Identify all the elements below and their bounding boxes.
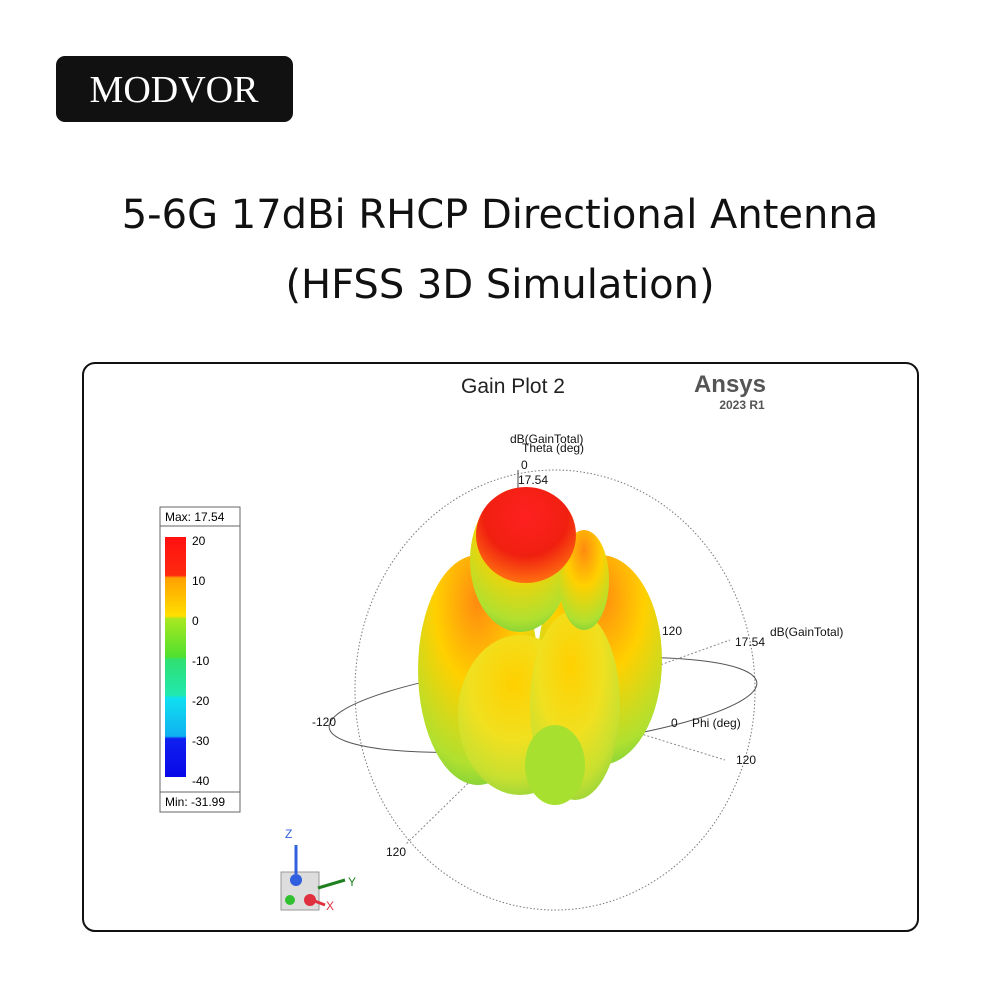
phi-max: 17.54 — [735, 635, 765, 649]
legend-max: Max: 17.54 — [165, 510, 225, 524]
brand-box — [56, 56, 293, 122]
theta-zero: 0 — [521, 458, 528, 472]
brand: MODVOR — [90, 69, 260, 111]
theta-quantity: dB(GainTotal) — [510, 432, 583, 446]
phi-angle: 120 — [662, 624, 682, 638]
plot-title: Gain Plot 2 — [461, 375, 565, 398]
theta-max: 17.54 — [518, 473, 548, 487]
legend-tick-label: -30 — [192, 734, 210, 748]
radiation-pattern — [418, 487, 662, 805]
theta-axis: Theta (deg) — [522, 441, 584, 455]
phi-angle: 120 — [736, 753, 756, 767]
legend-tick-label: 0 — [192, 614, 199, 628]
legend-tick-label: 10 — [192, 574, 206, 588]
axis-x: X — [326, 899, 334, 913]
phi-quantity: dB(GainTotal) — [770, 625, 843, 639]
phi-zero: 0 — [671, 716, 678, 730]
legend-min: Min: -31.99 — [165, 795, 225, 809]
legend-tick-label: -40 — [192, 774, 210, 788]
phi-angle: 120 — [386, 845, 406, 859]
axis-y: Y — [348, 875, 356, 889]
legend-tick-label: -20 — [192, 694, 210, 708]
axis-triad: Z Y X — [280, 827, 356, 913]
legend-tick-label: -10 — [192, 654, 210, 668]
title-line: (HFSS 3D Simulation) — [285, 262, 714, 308]
phi-axis: Phi (deg) — [692, 716, 741, 730]
phi-angle: -120 — [312, 715, 336, 729]
color-bar — [165, 537, 186, 777]
vendor: Ansys — [694, 371, 766, 398]
version: 2023 R1 — [719, 398, 765, 412]
legend-tick-label: 20 — [192, 534, 206, 548]
title-line: 5-6G 17dBi RHCP Directional Antenna — [122, 192, 879, 238]
axis-z: Z — [285, 827, 292, 841]
